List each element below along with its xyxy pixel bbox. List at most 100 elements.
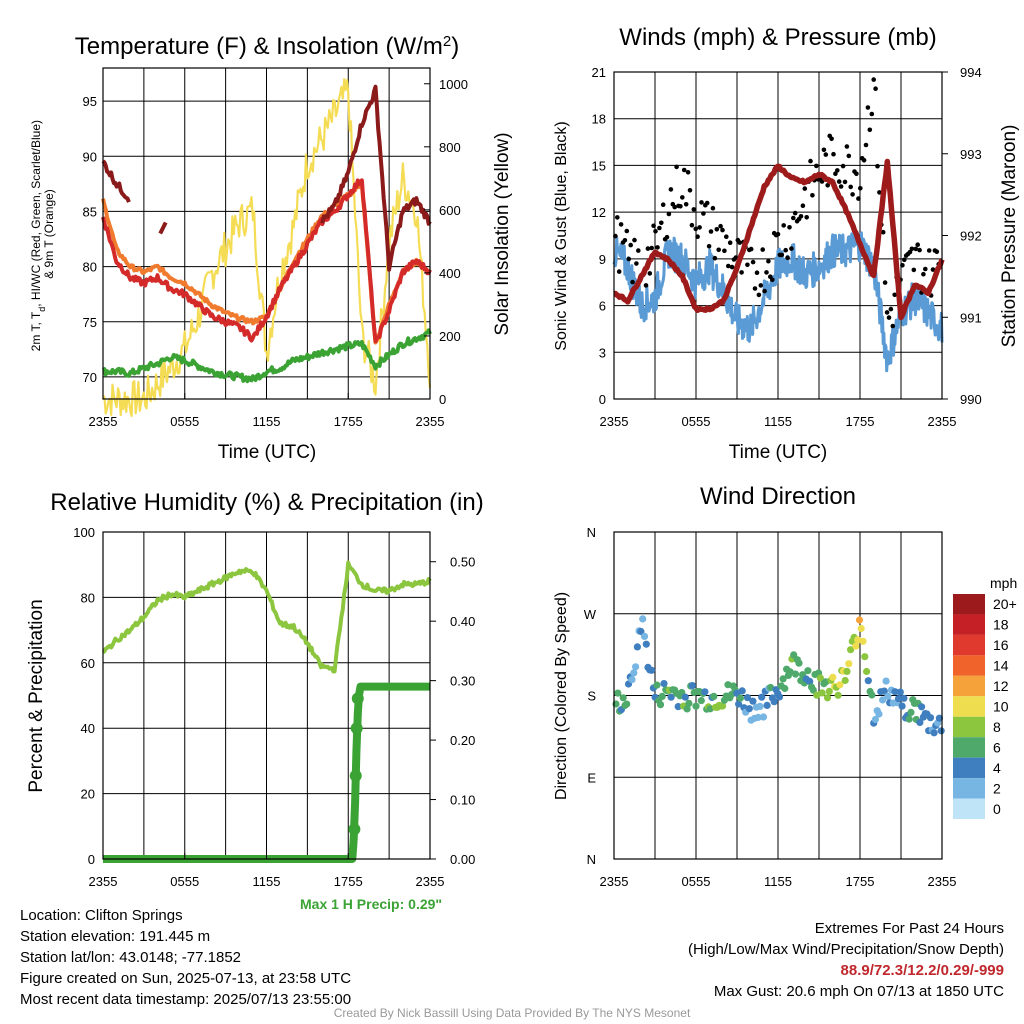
temp-y2label: Solar Insolation (Yellow) — [492, 132, 513, 335]
wind-direction-point — [632, 663, 640, 671]
gust-point — [722, 248, 727, 254]
gust-point — [792, 210, 798, 216]
gust-point — [659, 220, 664, 226]
gust-point — [921, 271, 926, 277]
legend-label: 10 — [993, 699, 1009, 715]
gust-point — [902, 257, 907, 263]
gust-point — [718, 223, 723, 229]
sonic-wind-line — [612, 231, 944, 373]
wind-direction-panel: Wind Direction N E S W N 2355 0555 1155 1755 2355… — [553, 483, 1017, 889]
gust-point — [814, 163, 819, 169]
wind-direction-point — [875, 710, 883, 718]
gust-point — [691, 207, 697, 212]
gust-point — [791, 215, 796, 221]
x-tick-label: 2355 — [928, 414, 957, 429]
y-tick-label: 100 — [73, 525, 95, 540]
wind-direction-point — [896, 688, 904, 696]
wind-direction-point — [619, 694, 627, 702]
wind-direction-point — [719, 702, 727, 710]
wind-direction-point — [674, 703, 682, 711]
gust-point — [848, 184, 853, 190]
x-tick-label: 2355 — [416, 414, 445, 429]
y2-tick-label: 992 — [960, 229, 982, 244]
y2-tick-label: 0.00 — [450, 852, 475, 867]
gust-point — [689, 222, 695, 228]
temperature-panel: Temperature (F) & Insolation (W/m2) 70 75… — [29, 33, 513, 464]
wdir-ylabel: Direction (Colored By Speed) — [553, 592, 570, 800]
max-gust-text: Max Gust: 20.6 mph On 07/13 at 1850 UTC — [713, 983, 1004, 1000]
gust-point — [871, 77, 876, 82]
wind-direction-point — [781, 684, 789, 693]
wind-direction-point — [738, 687, 746, 695]
wind-direction-point — [884, 692, 892, 701]
wind-direction-point — [660, 680, 668, 688]
legend-label: 2 — [993, 780, 1001, 796]
wind-direction-point — [736, 694, 745, 702]
wind-direction-point — [628, 676, 636, 684]
precip-point — [349, 769, 362, 782]
gust-point — [745, 262, 750, 268]
wind-direction-point — [847, 646, 855, 654]
gust-point — [842, 179, 848, 185]
gust-point — [748, 246, 754, 252]
wind-direction-point — [688, 682, 697, 690]
y-tick-label: 80 — [83, 260, 97, 275]
wind-direction-point — [935, 714, 944, 722]
gust-point — [829, 136, 834, 142]
y-tick-label: 0 — [88, 852, 95, 867]
wind-direction-point — [775, 693, 784, 701]
gust-point — [770, 277, 775, 283]
y2-tick-label: 1000 — [439, 77, 468, 92]
gust-point — [804, 215, 809, 220]
wind-direction-point — [759, 713, 768, 721]
y2-tick-label: 0.50 — [450, 555, 475, 570]
y-tick-label: 20 — [81, 787, 95, 802]
wind-direction-point — [804, 667, 812, 675]
wind-direction-point — [852, 642, 860, 650]
extremes-values: 88.9/72.3/12.2/0.29/-999 — [840, 962, 1004, 979]
gust-point — [716, 247, 721, 253]
speed-legend: mph 20+ 18 16 14 12 10 8 6 4 2 0 — [953, 575, 1017, 819]
gust-point — [704, 200, 710, 206]
gust-point — [875, 163, 880, 169]
created-text: Figure created on Sun, 2025-07-13, at 23… — [20, 970, 352, 987]
wind-direction-point — [880, 687, 888, 695]
wind-direction-point — [891, 688, 899, 696]
legend-label: 8 — [993, 719, 1001, 735]
extremes-block: Extremes For Past 24 Hours (High/Low/Max… — [688, 918, 1004, 1002]
dewpoint-line — [102, 328, 432, 384]
temp-chart-title: Temperature (F) & Insolation (W/m2) — [75, 33, 459, 61]
gust-point — [865, 105, 871, 110]
wind-direction-point — [701, 688, 709, 696]
wind-direction-point — [871, 715, 880, 724]
gust-point — [892, 292, 897, 298]
max-precip-label: Max 1 H Precip: 0.29" — [300, 896, 443, 912]
humidity-panel: Relative Humidity (%) & Precipitation (i… — [26, 489, 484, 889]
gust-point — [687, 188, 693, 193]
wdir-axes: N E S W N 2355 0555 1155 1755 2355 — [584, 525, 957, 889]
gust-point — [913, 246, 919, 252]
gust-point — [798, 214, 804, 219]
y2-tick-label: 200 — [439, 329, 461, 344]
wind-direction-point — [735, 700, 743, 708]
x-tick-label: 2355 — [600, 414, 629, 429]
gust-point — [877, 190, 882, 195]
gust-point — [672, 204, 677, 210]
gust-point — [789, 246, 794, 251]
gust-point — [680, 195, 685, 200]
gust-point — [858, 186, 863, 191]
wind-direction-point — [930, 729, 938, 737]
legend-color-swatch — [953, 614, 985, 635]
wind-direction-point — [639, 615, 647, 623]
solar-insolation-line — [102, 77, 432, 418]
recent-text: Most recent data timestamp: 2025/07/13 2… — [20, 991, 352, 1008]
x-tick-label: 2355 — [600, 874, 629, 889]
gust-point — [915, 242, 920, 247]
legend-color-swatch — [953, 634, 985, 656]
gust-point — [840, 163, 846, 169]
y2-tick-label: 990 — [960, 392, 982, 407]
wind-direction-point — [770, 698, 778, 706]
wind-direction-point — [683, 705, 691, 713]
wind-direction-point — [900, 694, 908, 702]
